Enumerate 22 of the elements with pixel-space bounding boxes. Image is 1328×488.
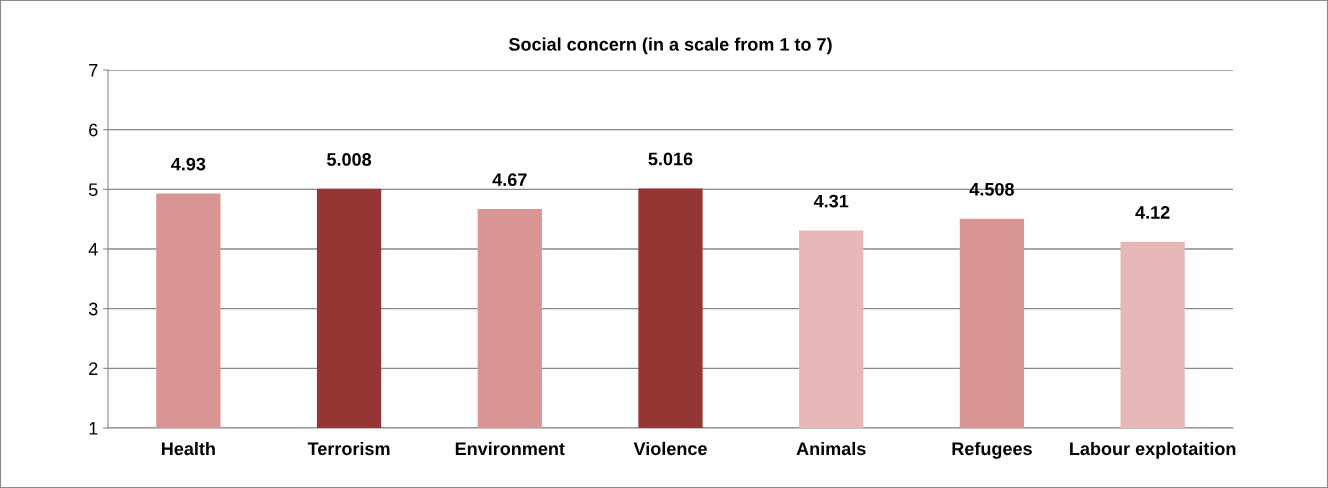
y-tick-label: 6 bbox=[89, 123, 98, 137]
y-tick-label: 7 bbox=[89, 64, 98, 77]
y-tick-label: 4 bbox=[88, 243, 98, 256]
data-label: 5.008 bbox=[327, 153, 372, 166]
data-label: 5.016 bbox=[648, 152, 693, 166]
x-tick-label: Health bbox=[161, 441, 215, 456]
x-tick-label: Environment bbox=[455, 441, 565, 456]
y-tick-label: 5 bbox=[88, 183, 98, 197]
data-label: 4.67 bbox=[492, 173, 527, 187]
x-tick-label: Refugees bbox=[952, 441, 1032, 459]
y-tick-label: 2 bbox=[89, 362, 98, 375]
data-label: 4.93 bbox=[171, 157, 206, 171]
data-label: 4.31 bbox=[813, 194, 849, 208]
chart-title: Social concern (in a scale from 1 to 7) bbox=[508, 37, 832, 55]
data-label: 4.508 bbox=[969, 182, 1014, 196]
y-tick-label: 3 bbox=[88, 302, 98, 316]
x-tick-label: Animals bbox=[796, 441, 866, 456]
x-tick-label: Violence bbox=[633, 441, 707, 456]
x-tick-label: Labour explotaition bbox=[1070, 441, 1236, 459]
x-tick-label: Terrorism bbox=[307, 441, 390, 456]
data-label: 4.12 bbox=[1135, 206, 1170, 219]
y-tick-label: 1 bbox=[89, 422, 98, 435]
